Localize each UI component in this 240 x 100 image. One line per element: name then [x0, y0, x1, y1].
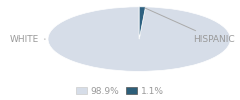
Wedge shape	[48, 7, 230, 71]
Wedge shape	[139, 7, 145, 39]
Text: WHITE: WHITE	[10, 35, 45, 44]
Legend: 98.9%, 1.1%: 98.9%, 1.1%	[72, 83, 168, 99]
Text: HISPANIC: HISPANIC	[145, 8, 235, 44]
